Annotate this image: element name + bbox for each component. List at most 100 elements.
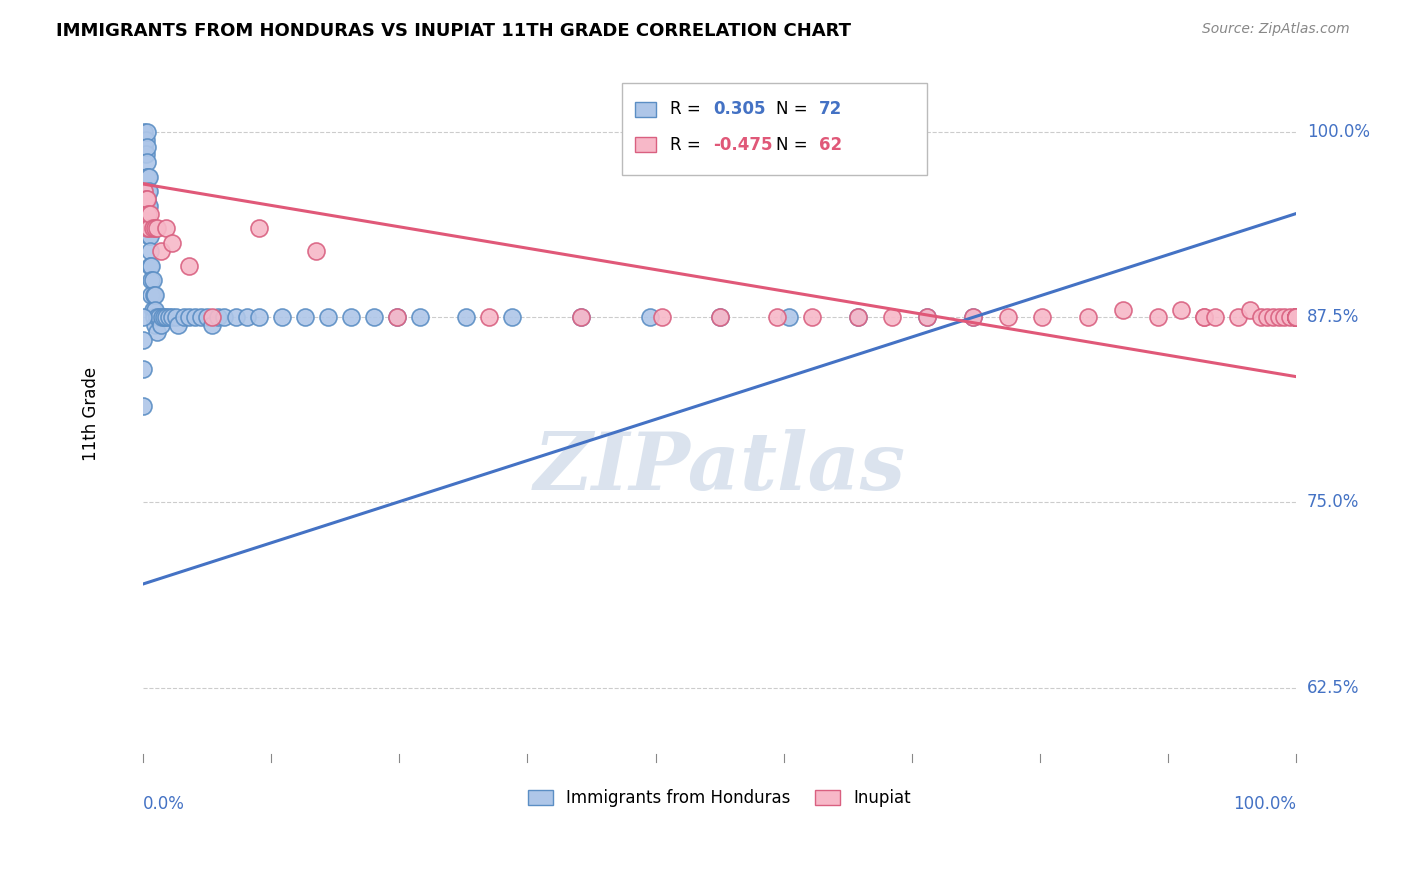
Point	[135, 192, 157, 206]
Point	[146, 221, 169, 235]
Text: -0.475: -0.475	[713, 136, 773, 153]
Point	[155, 310, 177, 325]
Point	[766, 310, 789, 325]
Point	[1261, 310, 1284, 325]
Text: 87.5%: 87.5%	[1308, 309, 1360, 326]
Point	[569, 310, 592, 325]
Point	[165, 310, 187, 325]
Point	[139, 228, 162, 243]
Point	[138, 221, 160, 235]
FancyBboxPatch shape	[636, 137, 655, 152]
Point	[139, 259, 162, 273]
Point	[184, 310, 207, 325]
Point	[1285, 310, 1308, 325]
Point	[136, 169, 159, 184]
Point	[146, 310, 169, 325]
Point	[142, 221, 165, 235]
Point	[569, 310, 592, 325]
Text: N =: N =	[776, 136, 813, 153]
Text: 100.0%: 100.0%	[1233, 795, 1296, 814]
Text: IMMIGRANTS FROM HONDURAS VS INUPIAT 11TH GRADE CORRELATION CHART: IMMIGRANTS FROM HONDURAS VS INUPIAT 11TH…	[56, 22, 851, 40]
Point	[409, 310, 432, 325]
Point	[148, 310, 170, 325]
Point	[1204, 310, 1226, 325]
Point	[1250, 310, 1272, 325]
Point	[195, 310, 218, 325]
Point	[454, 310, 477, 325]
Point	[501, 310, 523, 325]
Point	[1170, 302, 1192, 317]
Text: Source: ZipAtlas.com: Source: ZipAtlas.com	[1202, 22, 1350, 37]
Point	[363, 310, 385, 325]
Point	[138, 169, 160, 184]
Text: 100.0%: 100.0%	[1308, 123, 1369, 141]
Point	[1285, 310, 1308, 325]
Point	[1285, 310, 1308, 325]
Point	[132, 192, 155, 206]
Point	[800, 310, 823, 325]
Point	[138, 199, 160, 213]
Point	[179, 259, 201, 273]
Point	[142, 302, 165, 317]
Point	[138, 185, 160, 199]
Point	[135, 221, 157, 235]
Point	[141, 273, 163, 287]
Point	[997, 310, 1019, 325]
Point	[882, 310, 904, 325]
Point	[190, 310, 212, 325]
Point	[136, 207, 159, 221]
Point	[141, 288, 163, 302]
Point	[236, 310, 259, 325]
Point	[153, 310, 176, 325]
Point	[157, 310, 180, 325]
Text: 75.0%: 75.0%	[1308, 493, 1360, 511]
Point	[1192, 310, 1215, 325]
Point	[709, 310, 731, 325]
Point	[1285, 310, 1308, 325]
Point	[149, 244, 172, 258]
Point	[143, 318, 166, 332]
Point	[305, 244, 328, 258]
Text: N =: N =	[776, 100, 813, 118]
Point	[915, 310, 938, 325]
Point	[132, 333, 155, 347]
Point	[1267, 310, 1289, 325]
Point	[132, 362, 155, 376]
Point	[385, 310, 408, 325]
Text: 0.305: 0.305	[713, 100, 766, 118]
Point	[135, 125, 157, 139]
Point	[135, 154, 157, 169]
Text: ZIPatlas: ZIPatlas	[533, 429, 905, 507]
Text: R =: R =	[669, 136, 706, 153]
Point	[149, 318, 172, 332]
Point	[167, 318, 190, 332]
Point	[136, 199, 159, 213]
Point	[915, 310, 938, 325]
Text: R =: R =	[669, 100, 706, 118]
Point	[135, 169, 157, 184]
Point	[709, 310, 731, 325]
Point	[1285, 310, 1308, 325]
Point	[141, 259, 163, 273]
Point	[1077, 310, 1099, 325]
Point	[135, 192, 157, 206]
Point	[173, 310, 195, 325]
Point	[142, 310, 165, 325]
Point	[1279, 310, 1302, 325]
FancyBboxPatch shape	[636, 102, 655, 117]
Point	[136, 214, 159, 228]
Point	[139, 207, 162, 221]
Point	[1192, 310, 1215, 325]
Point	[135, 133, 157, 147]
FancyBboxPatch shape	[621, 83, 927, 175]
Point	[146, 325, 169, 339]
Point	[1239, 302, 1261, 317]
Point	[962, 310, 984, 325]
Point	[294, 310, 316, 325]
Point	[136, 185, 159, 199]
Point	[134, 185, 156, 199]
Text: 11th Grade: 11th Grade	[83, 367, 100, 460]
Point	[1285, 310, 1308, 325]
Point	[247, 221, 270, 235]
Point	[1146, 310, 1168, 325]
